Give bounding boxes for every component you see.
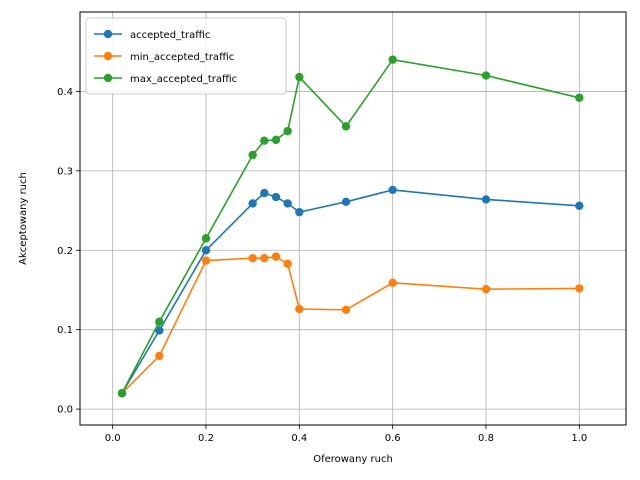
data-point <box>481 284 491 294</box>
legend-label: min_accepted_traffic <box>130 52 234 63</box>
data-point <box>248 150 257 160</box>
data-point <box>341 305 351 315</box>
data-point <box>155 317 164 326</box>
data-point <box>575 93 584 102</box>
legend-item: max_accepted_traffic <box>94 73 237 85</box>
data-point <box>155 326 164 335</box>
data-point <box>481 71 491 80</box>
data-point <box>117 389 127 398</box>
data-point <box>271 192 281 202</box>
y-tick-label: 0.2 <box>57 246 73 257</box>
data-point <box>260 254 269 263</box>
data-point <box>341 197 351 207</box>
x-axis-label: Oferowany ruch <box>313 454 393 465</box>
x-tick-label: 0.0 <box>105 433 121 444</box>
data-point <box>248 199 257 208</box>
data-point <box>283 126 292 136</box>
data-point <box>388 185 397 195</box>
legend-marker <box>103 51 113 61</box>
data-point <box>260 188 269 198</box>
series-line <box>121 189 580 394</box>
data-point <box>201 246 211 255</box>
data-point <box>575 201 584 210</box>
data-point <box>155 351 164 361</box>
x-tick-label: 0.8 <box>478 433 494 444</box>
data-point <box>481 195 491 204</box>
series-line <box>121 255 580 394</box>
legend-label: max_accepted_traffic <box>130 74 237 85</box>
plot-frame <box>79 11 627 426</box>
data-point <box>248 254 257 263</box>
x-tick-label: 0.2 <box>198 433 214 444</box>
data-point <box>575 284 584 293</box>
legend-item: accepted_traffic <box>94 29 210 41</box>
data-point <box>283 199 292 208</box>
legend-marker <box>103 73 113 83</box>
legend-frame <box>85 17 287 95</box>
legend-label: accepted_traffic <box>130 30 210 41</box>
data-point <box>295 207 304 217</box>
y-tick-label: 0.4 <box>57 87 73 98</box>
y-tick-label: 0.1 <box>57 325 73 336</box>
data-point <box>295 72 304 82</box>
x-tick-label: 0.4 <box>291 433 307 444</box>
legend: accepted_traffic min_accepted_traffic max_… <box>85 17 287 95</box>
data-point <box>271 135 281 145</box>
data-point <box>201 234 211 243</box>
data-point <box>201 256 211 265</box>
data-point <box>295 304 304 314</box>
x-tick-label: 0.6 <box>385 433 401 444</box>
y-tick-label: 0.3 <box>57 166 73 177</box>
data-point <box>341 122 351 131</box>
series-max_accepted_traffic <box>117 55 584 398</box>
legend-item: min_accepted_traffic <box>94 51 234 63</box>
y-tick-label: 0.0 <box>57 405 73 416</box>
data-point <box>388 55 397 64</box>
series-line <box>121 58 580 394</box>
data-point <box>388 278 397 288</box>
x-tick-label: 1.0 <box>571 433 587 444</box>
y-axis-label: Akceptowany ruch <box>18 172 29 265</box>
data-point <box>283 259 292 268</box>
data-point <box>271 252 281 261</box>
legend-marker <box>103 29 113 39</box>
series-min_accepted_traffic <box>117 252 584 398</box>
series-layer <box>117 55 584 398</box>
axis-ticks: 0.0 0.2 0.4 0.6 0.8 1.0 0.0 0.1 0.2 0.3 0.4 <box>57 87 587 444</box>
series-accepted_traffic <box>117 185 584 398</box>
data-point <box>260 136 269 145</box>
